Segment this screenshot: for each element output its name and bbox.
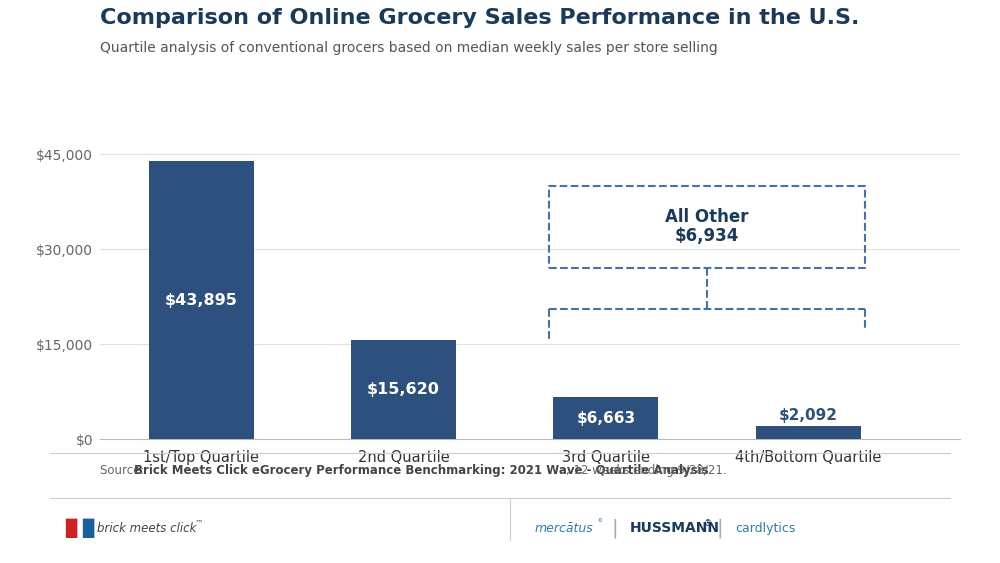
Text: $6,934: $6,934 (675, 227, 739, 245)
Text: , 12 weeks ending 9/28/21.: , 12 weeks ending 9/28/21. (566, 464, 727, 477)
Text: Comparison of Online Grocery Sales Performance in the U.S.: Comparison of Online Grocery Sales Perfo… (100, 8, 859, 29)
Text: |: | (612, 519, 618, 538)
Text: $2,092: $2,092 (779, 408, 838, 423)
Text: mercātus: mercātus (535, 521, 594, 535)
Text: brick meets click: brick meets click (97, 521, 196, 535)
Text: $15,620: $15,620 (367, 382, 440, 397)
Text: ▊: ▊ (82, 519, 97, 538)
Text: $6,663: $6,663 (576, 410, 635, 426)
Text: Source:: Source: (100, 464, 148, 477)
Text: Quartile analysis of conventional grocers based on median weekly sales per store: Quartile analysis of conventional grocer… (100, 41, 718, 55)
Text: ™: ™ (195, 519, 203, 528)
Text: $43,895: $43,895 (165, 293, 238, 307)
Bar (351, 340, 456, 439)
Text: HUSSMANN: HUSSMANN (630, 521, 720, 535)
Bar (149, 161, 254, 439)
Text: cardlytics: cardlytics (735, 521, 795, 535)
Text: |: | (717, 519, 723, 538)
Text: All Other: All Other (665, 208, 749, 226)
Text: ▊: ▊ (65, 519, 80, 538)
Text: °: ° (597, 518, 602, 528)
Text: Brick Meets Click eGrocery Performance Benchmarking: 2021 Wave - Quartile Analys: Brick Meets Click eGrocery Performance B… (134, 464, 709, 477)
Text: ®: ® (704, 519, 712, 528)
Bar (553, 397, 658, 439)
Bar (756, 426, 861, 439)
